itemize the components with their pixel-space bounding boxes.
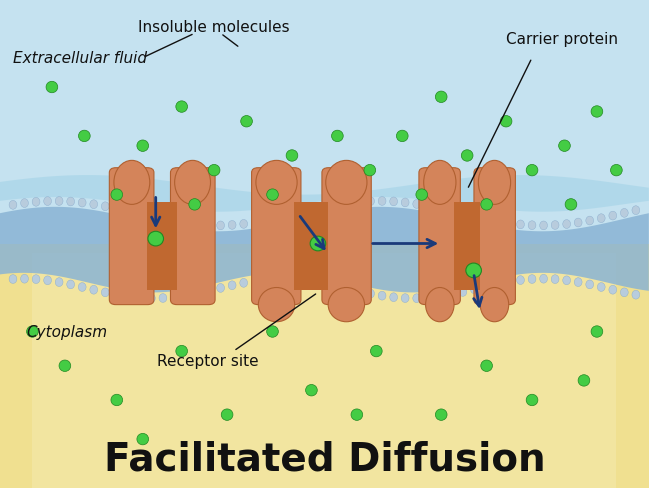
Ellipse shape (256, 161, 297, 205)
Ellipse shape (240, 279, 248, 287)
Ellipse shape (526, 394, 538, 406)
Ellipse shape (493, 280, 501, 289)
Ellipse shape (113, 291, 121, 300)
Ellipse shape (540, 222, 547, 230)
Ellipse shape (396, 131, 408, 142)
Ellipse shape (79, 131, 90, 142)
Ellipse shape (447, 290, 455, 299)
Ellipse shape (55, 278, 63, 287)
Ellipse shape (481, 360, 493, 372)
Ellipse shape (21, 275, 29, 284)
FancyBboxPatch shape (109, 168, 154, 305)
Ellipse shape (370, 346, 382, 357)
Text: Carrier protein: Carrier protein (506, 32, 618, 46)
Ellipse shape (610, 165, 622, 177)
Ellipse shape (159, 294, 167, 303)
Ellipse shape (263, 216, 270, 225)
Ellipse shape (481, 199, 493, 211)
Ellipse shape (114, 161, 150, 205)
Ellipse shape (148, 294, 155, 303)
Ellipse shape (632, 206, 640, 215)
Ellipse shape (266, 326, 278, 338)
Ellipse shape (332, 201, 340, 210)
Ellipse shape (597, 214, 605, 223)
Ellipse shape (78, 199, 86, 207)
Ellipse shape (551, 275, 559, 284)
Ellipse shape (558, 141, 570, 152)
Ellipse shape (124, 207, 132, 216)
Ellipse shape (228, 221, 236, 230)
Ellipse shape (55, 197, 63, 206)
Ellipse shape (620, 209, 628, 218)
Ellipse shape (320, 203, 328, 212)
Ellipse shape (565, 199, 577, 211)
Ellipse shape (306, 385, 317, 396)
Ellipse shape (586, 217, 593, 225)
Ellipse shape (176, 102, 187, 113)
Ellipse shape (620, 288, 628, 297)
Ellipse shape (194, 289, 202, 298)
Ellipse shape (471, 212, 478, 221)
Ellipse shape (390, 198, 398, 206)
Ellipse shape (575, 219, 582, 227)
Ellipse shape (551, 221, 559, 230)
Ellipse shape (298, 209, 305, 218)
Ellipse shape (170, 293, 178, 302)
Ellipse shape (459, 288, 467, 297)
Ellipse shape (578, 375, 590, 386)
Ellipse shape (228, 281, 236, 290)
Ellipse shape (258, 288, 294, 322)
FancyBboxPatch shape (252, 168, 301, 305)
Text: Insoluble molecules: Insoluble molecules (138, 20, 290, 35)
Ellipse shape (390, 293, 398, 302)
Ellipse shape (111, 189, 123, 201)
Ellipse shape (480, 288, 509, 322)
Ellipse shape (609, 212, 617, 221)
Text: Cytoplasm: Cytoplasm (26, 325, 107, 339)
Ellipse shape (586, 281, 593, 289)
Ellipse shape (136, 294, 144, 303)
Ellipse shape (482, 215, 490, 224)
Ellipse shape (286, 150, 298, 162)
Ellipse shape (266, 189, 278, 201)
FancyBboxPatch shape (294, 203, 328, 290)
Ellipse shape (9, 201, 17, 210)
Ellipse shape (517, 276, 525, 285)
Ellipse shape (591, 326, 603, 338)
Ellipse shape (182, 291, 190, 300)
Ellipse shape (44, 197, 51, 206)
Ellipse shape (436, 409, 447, 421)
Ellipse shape (505, 219, 513, 228)
Ellipse shape (240, 116, 252, 128)
Ellipse shape (447, 207, 455, 216)
Ellipse shape (609, 286, 617, 295)
Ellipse shape (355, 198, 363, 207)
Ellipse shape (252, 277, 259, 285)
FancyBboxPatch shape (170, 168, 215, 305)
Ellipse shape (528, 275, 536, 284)
Ellipse shape (159, 215, 167, 224)
Ellipse shape (413, 294, 421, 303)
Ellipse shape (478, 161, 511, 205)
Ellipse shape (471, 285, 478, 294)
Ellipse shape (263, 276, 270, 285)
Ellipse shape (240, 220, 248, 229)
Ellipse shape (27, 326, 38, 338)
Ellipse shape (188, 199, 200, 211)
Ellipse shape (416, 189, 428, 201)
Ellipse shape (563, 276, 571, 285)
Ellipse shape (208, 165, 220, 177)
Ellipse shape (401, 199, 409, 207)
Polygon shape (0, 176, 649, 212)
Ellipse shape (355, 287, 363, 296)
Ellipse shape (466, 264, 482, 278)
Polygon shape (0, 244, 649, 488)
Ellipse shape (148, 213, 155, 222)
Ellipse shape (344, 285, 352, 293)
FancyBboxPatch shape (322, 168, 371, 305)
Ellipse shape (436, 204, 444, 213)
Ellipse shape (482, 283, 490, 291)
Ellipse shape (111, 394, 123, 406)
Ellipse shape (459, 210, 467, 219)
